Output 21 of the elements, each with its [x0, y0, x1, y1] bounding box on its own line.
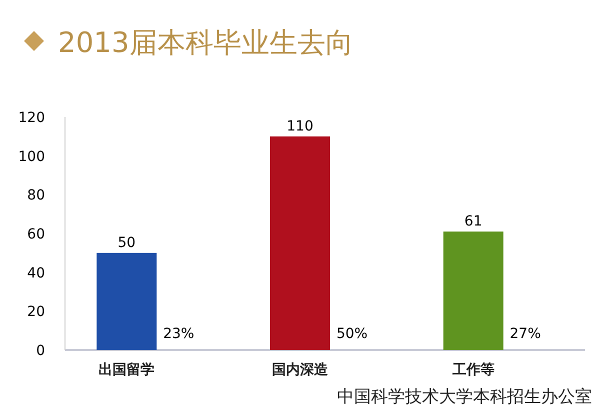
- y-tick-label: 80: [27, 188, 45, 204]
- chart-title: 2013届本科毕业生去向: [58, 26, 354, 59]
- y-tick-label: 120: [18, 110, 45, 126]
- x-tick-label: 出国留学: [98, 362, 155, 378]
- bar: [443, 232, 504, 350]
- data-label: 110: [286, 118, 314, 134]
- y-tick-label: 20: [27, 304, 45, 320]
- data-label: 50: [118, 234, 136, 251]
- text: 中国科学技术大学本科招生办公室: [337, 387, 592, 407]
- bar: [270, 136, 330, 350]
- annotation: 23%: [163, 326, 194, 342]
- annotation: 50%: [336, 326, 368, 342]
- y-tick-label: 0: [36, 343, 45, 359]
- bar: [96, 252, 157, 350]
- y-tick-label: 40: [27, 265, 45, 282]
- y-tick-label: 100: [18, 148, 45, 165]
- x-tick-label: 国内深造: [272, 362, 329, 378]
- x-tick-label: 工作等: [451, 362, 494, 378]
- y-tick-label: 60: [27, 226, 45, 242]
- annotation: 27%: [510, 326, 541, 342]
- data-label: 61: [464, 214, 482, 230]
